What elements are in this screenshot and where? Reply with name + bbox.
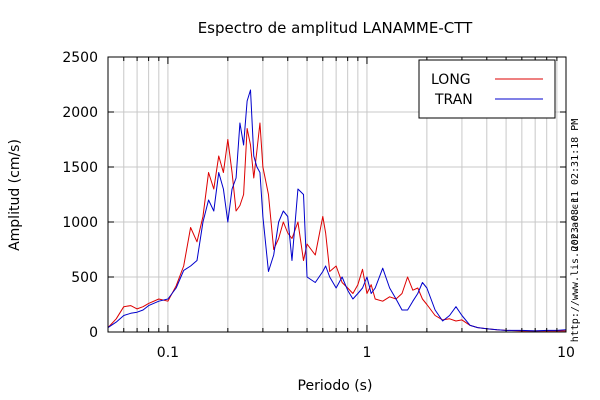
series-line-tran [107, 89, 567, 332]
chart-title: Espectro de amplitud LANAMME-CTT [198, 19, 473, 37]
x-tick-label: 1 [362, 345, 371, 361]
timestamp-label: 2023-08-11 02:31:18 PM [570, 119, 581, 251]
legend-label-tran: TRAN [434, 92, 473, 108]
x-tick-label: 10 [557, 345, 575, 361]
y-tick-label: 2000 [62, 105, 98, 121]
y-tick-label: 500 [71, 270, 98, 286]
tick-layer: 0.1 1 10 0 500 1000 1500 2000 2500 [62, 50, 575, 361]
y-tick-label: 1000 [62, 215, 98, 231]
source-url-label: http://www.lis.ucr.ac.cr [570, 198, 581, 343]
legend-label-long: LONG [431, 72, 471, 88]
series-layer [107, 89, 567, 332]
legend-box [418, 59, 556, 119]
y-tick-label: 1500 [62, 160, 98, 176]
plot-frame [107, 56, 567, 333]
grid-layer [107, 56, 567, 333]
x-axis-label: Periodo (s) [298, 378, 373, 394]
legend: LONG TRAN [418, 59, 556, 119]
y-axis-label: Amplitud (cm/s) [7, 139, 23, 251]
series-line-long [107, 122, 566, 332]
y-tick-label: 2500 [62, 50, 98, 66]
x-tick-label: 0.1 [157, 345, 179, 361]
y-tick-label: 0 [89, 325, 98, 341]
